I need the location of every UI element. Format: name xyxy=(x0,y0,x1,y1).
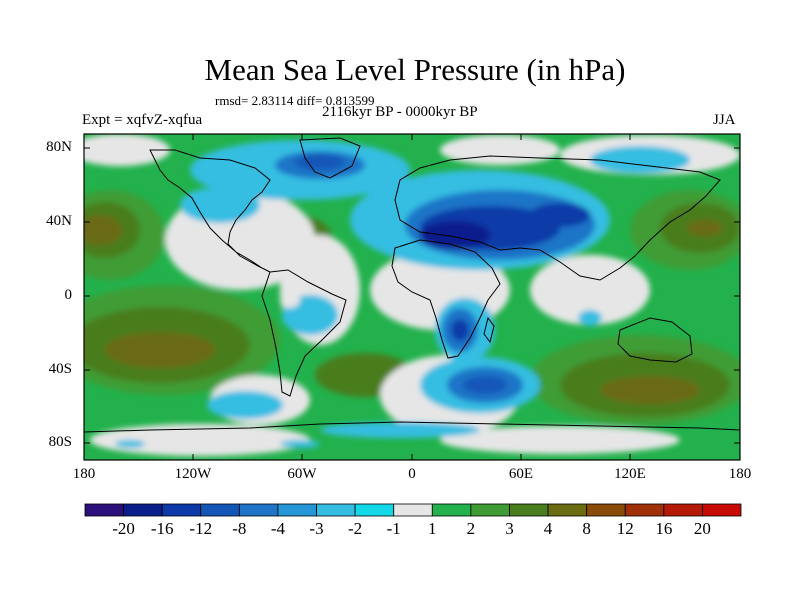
axis-ticks xyxy=(84,134,740,460)
x-label-180e: 180 xyxy=(728,466,752,482)
colorbar-swatch xyxy=(470,503,510,517)
colorbar-swatch xyxy=(123,503,163,517)
map-plot-area xyxy=(84,134,740,460)
colorbar-swatch xyxy=(702,503,742,517)
colorbar-label: 12 xyxy=(616,519,634,538)
x-label-180w: 180 xyxy=(72,466,96,482)
colorbar-swatch xyxy=(509,503,549,517)
colorbar-label: 1 xyxy=(428,519,437,538)
colorbar-swatch xyxy=(84,503,124,517)
y-label-40s: 40S xyxy=(48,361,72,377)
y-label-80s: 80S xyxy=(48,434,72,450)
colorbar-label: 3 xyxy=(505,519,514,538)
colorbar xyxy=(84,503,742,517)
colorbar-swatch xyxy=(431,503,472,517)
colorbar-swatch xyxy=(663,503,703,517)
season-label: JJA xyxy=(713,112,736,128)
colorbar-swatch xyxy=(316,503,356,517)
colorbar-label: 2 xyxy=(466,519,476,538)
colorbar-swatch xyxy=(200,503,240,517)
colorbar-label: 8 xyxy=(582,519,591,538)
y-label-80n: 80N xyxy=(46,139,72,155)
colorbar-label: -20 xyxy=(112,519,135,538)
colorbar-label: -12 xyxy=(189,519,213,538)
colorbar-label: -4 xyxy=(270,519,286,538)
colorbar-swatch xyxy=(354,503,395,517)
colorbar-swatch xyxy=(547,503,588,517)
colorbar-label: -2 xyxy=(348,519,363,538)
colorbar-swatch xyxy=(277,503,317,517)
colorbar-label: -8 xyxy=(232,519,247,538)
colorbar-label: -16 xyxy=(150,519,174,538)
colorbar-swatch xyxy=(586,503,626,517)
colorbar-label: -1 xyxy=(386,519,401,538)
colorbar-swatch xyxy=(161,503,202,517)
y-label-40n: 40N xyxy=(46,213,72,229)
coastlines xyxy=(84,137,740,433)
colorbar-swatch xyxy=(393,503,433,517)
rmsd-diff-stats: rmsd= 2.83114 diff= 0.813599 xyxy=(215,93,375,108)
x-label-60w: 60W xyxy=(287,466,317,482)
y-label-equator: 0 xyxy=(64,287,73,303)
colorbar-swatch xyxy=(624,503,665,517)
x-label-120e: 120E xyxy=(614,466,646,482)
x-label-120w: 120W xyxy=(174,466,212,482)
colorbar-label: 4 xyxy=(543,519,553,538)
time-period-label: 2116kyr BP - 0000kyr BP xyxy=(322,104,478,120)
colorbar-swatch xyxy=(238,503,279,517)
map-title: Mean Sea Level Pressure (in hPa) xyxy=(204,52,626,87)
experiment-label: Expt = xqfvZ-xqfua xyxy=(82,112,203,128)
x-label-0: 0 xyxy=(408,466,416,482)
colorbar-label: -3 xyxy=(309,519,324,538)
x-label-60e: 60E xyxy=(508,466,534,482)
colorbar-label: 20 xyxy=(693,519,711,538)
colorbar-label: 16 xyxy=(655,519,673,538)
